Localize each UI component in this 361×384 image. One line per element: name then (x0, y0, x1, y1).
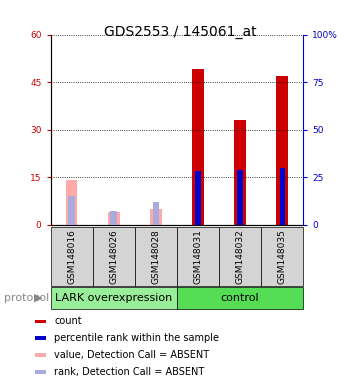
Text: GSM148026: GSM148026 (109, 229, 118, 284)
Bar (135, 227, 177, 286)
Text: count: count (54, 316, 82, 326)
Bar (238, 169, 243, 225)
Bar (35, 370, 46, 374)
Bar (276, 76, 288, 225)
Text: rank, Detection Call = ABSENT: rank, Detection Call = ABSENT (54, 367, 204, 377)
Text: GDS2553 / 145061_at: GDS2553 / 145061_at (104, 25, 257, 39)
Bar (261, 227, 303, 286)
Text: value, Detection Call = ABSENT: value, Detection Call = ABSENT (54, 350, 209, 360)
Bar (192, 70, 204, 225)
Bar (153, 202, 159, 225)
Bar (110, 211, 117, 225)
Text: percentile rank within the sample: percentile rank within the sample (54, 333, 219, 343)
Text: GSM148032: GSM148032 (236, 229, 244, 284)
Bar (150, 209, 162, 225)
Bar (68, 196, 75, 225)
Text: LARK overexpression: LARK overexpression (55, 293, 172, 303)
Text: GSM148028: GSM148028 (151, 229, 160, 284)
Text: GSM148035: GSM148035 (278, 229, 287, 284)
Bar (234, 120, 246, 225)
Text: control: control (221, 293, 259, 303)
Bar (108, 212, 119, 225)
Bar (51, 227, 93, 286)
Bar (35, 336, 46, 340)
Text: ▶: ▶ (34, 293, 42, 303)
Bar (177, 287, 303, 309)
Text: GSM148031: GSM148031 (193, 229, 203, 284)
Bar (219, 227, 261, 286)
Bar (51, 287, 177, 309)
Bar (279, 168, 285, 225)
Bar (177, 227, 219, 286)
Text: GSM148016: GSM148016 (67, 229, 76, 284)
Text: protocol: protocol (4, 293, 49, 303)
Bar (35, 353, 46, 357)
Bar (66, 180, 78, 225)
Bar (35, 319, 46, 323)
Bar (93, 227, 135, 286)
Bar (195, 171, 201, 225)
